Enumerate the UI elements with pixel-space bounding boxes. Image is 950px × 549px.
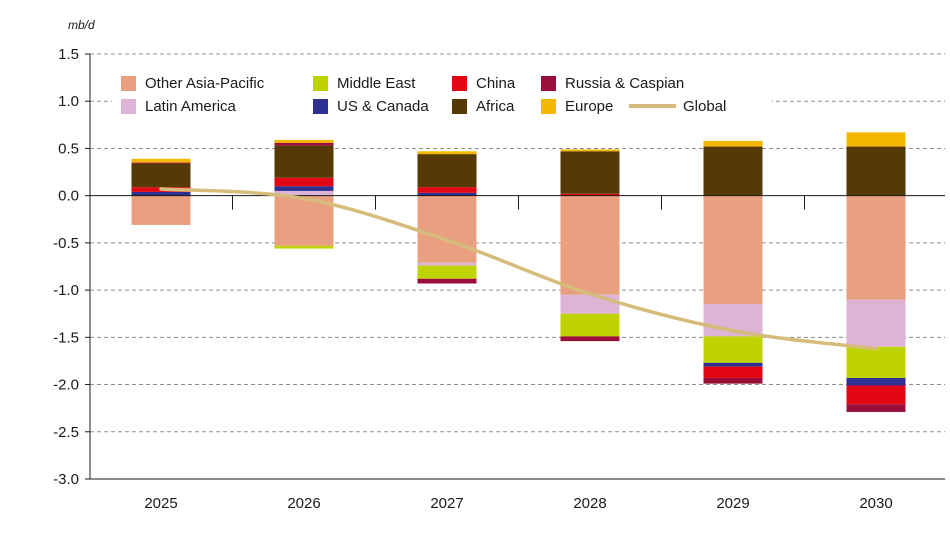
y-tick-label: 1.0	[58, 93, 79, 110]
y-tick-label: -3.0	[53, 471, 79, 488]
bar-segment	[703, 140, 763, 147]
y-axis: 1.5 1.0 0.5 0.0 -0.5 -1.0 -1.5 -2.0 -2.5 -3.0	[53, 46, 91, 488]
bar-segment	[274, 139, 334, 143]
legend-swatch	[452, 76, 467, 91]
legend-swatch	[313, 76, 328, 91]
global-line	[159, 187, 878, 351]
y-tick-label: 0.5	[58, 140, 79, 157]
bar-segment	[703, 362, 763, 367]
legend: Other Asia-Pacific Middle East China Russia…	[112, 70, 772, 118]
bar-segment	[417, 192, 477, 196]
bar-segment	[417, 262, 477, 266]
bar-segment	[274, 186, 334, 191]
bar-segment	[703, 377, 763, 384]
bar-segment	[417, 195, 477, 263]
bar-segment	[560, 149, 620, 152]
bar-segment	[131, 158, 191, 163]
legend-label: China	[476, 75, 516, 92]
bar-segment	[131, 163, 191, 188]
legend-label: Africa	[476, 98, 515, 115]
legend-label-global: Global	[683, 98, 726, 115]
bar-segment	[846, 385, 906, 405]
y-tick-label: -1.5	[53, 329, 79, 346]
y-tick-label: 0.0	[58, 188, 79, 205]
legend-swatch	[313, 99, 328, 114]
bar-segment	[417, 187, 477, 193]
y-tick-label: -1.0	[53, 282, 79, 299]
legend-label: Europe	[565, 98, 613, 115]
bar-segment	[560, 151, 620, 194]
bar-segment	[274, 245, 334, 249]
x-tick-label: 2028	[573, 495, 606, 512]
bar-segment	[274, 142, 334, 146]
x-tick-label: 2027	[430, 495, 463, 512]
bar-segment	[417, 154, 477, 188]
bar-segment	[703, 146, 763, 196]
bars	[131, 132, 906, 412]
bar-segment	[560, 313, 620, 337]
bar-segment	[274, 177, 334, 187]
y-tick-label: -2.0	[53, 377, 79, 394]
bar-segment	[846, 346, 906, 378]
bar-segment	[846, 404, 906, 412]
bar-segment	[846, 132, 906, 147]
legend-swatch	[121, 76, 136, 91]
legend-swatch	[121, 99, 136, 114]
y-tick-label: -2.5	[53, 424, 79, 441]
bar-segment	[417, 265, 477, 279]
bar-segment	[560, 336, 620, 342]
bar-segment	[131, 195, 191, 225]
legend-label: US & Canada	[337, 98, 429, 115]
x-axis: 2025 2026 2027 2028 2029 2030	[90, 478, 945, 512]
legend-background	[112, 70, 772, 118]
bar-segment	[560, 294, 620, 314]
bar-segment	[560, 195, 620, 295]
legend-label: Other Asia-Pacific	[145, 75, 265, 92]
bar-segment	[703, 366, 763, 378]
bar-segment	[417, 278, 477, 284]
bar-segment	[703, 336, 763, 363]
bar-segment	[274, 190, 334, 196]
legend-swatch	[541, 99, 556, 114]
bar-segment	[846, 195, 906, 300]
global-line-group	[159, 187, 878, 351]
bar-segment	[846, 146, 906, 196]
legend-swatch	[452, 99, 467, 114]
y-tick-label: -0.5	[53, 235, 79, 252]
bar-segment	[131, 191, 191, 196]
unit-label: mb/d	[68, 18, 95, 32]
x-tick-label: 2025	[144, 495, 177, 512]
x-tick-label: 2030	[859, 495, 892, 512]
bar-segment	[703, 195, 763, 305]
bar-segment	[274, 145, 334, 178]
legend-label: Latin America	[145, 98, 237, 115]
bar-segment	[846, 377, 906, 386]
bar-segment	[417, 151, 477, 155]
y-tick-label: 1.5	[58, 46, 79, 63]
bar-segment	[560, 193, 620, 196]
legend-label: Middle East	[337, 75, 416, 92]
bar-segment	[131, 162, 191, 164]
x-tick-label: 2026	[287, 495, 320, 512]
legend-label: Russia & Caspian	[565, 75, 684, 92]
legend-swatch	[541, 76, 556, 91]
bar-segment	[846, 299, 906, 347]
zero-line-group	[90, 195, 945, 210]
x-tick-label: 2029	[716, 495, 749, 512]
